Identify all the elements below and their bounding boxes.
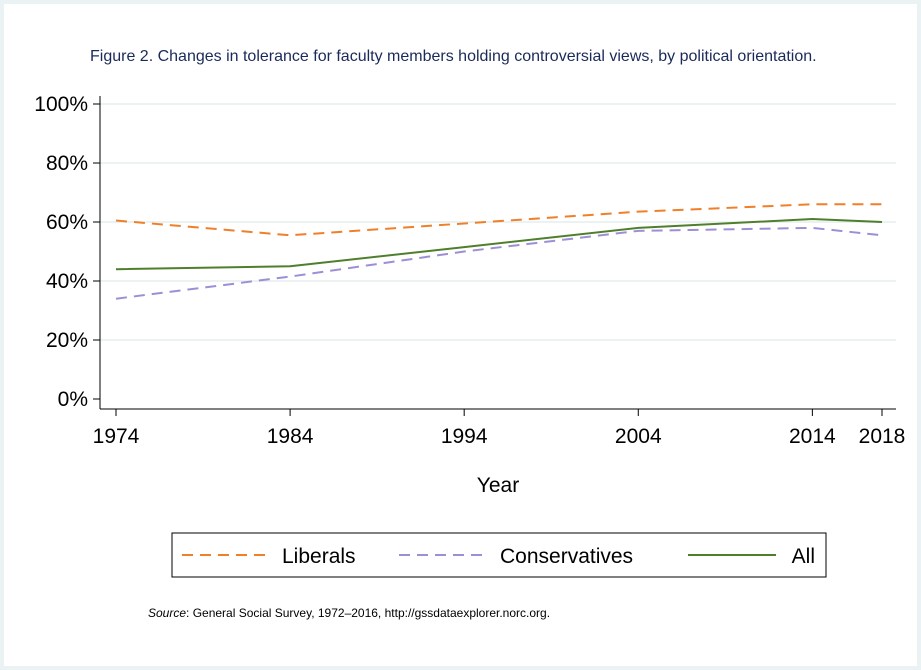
x-axis-title: Year <box>477 474 519 497</box>
y-tick-label-80: 80% <box>46 152 88 175</box>
y-tick-label-100: 100% <box>34 93 88 116</box>
source-text: : General Social Survey, 1972–2016, http… <box>186 606 551 620</box>
legend-label-all: All <box>792 545 815 568</box>
y-tick-label-20: 20% <box>46 329 88 352</box>
chart-title: Figure 2. Changes in tolerance for facul… <box>90 48 817 65</box>
series-line-conservatives <box>115 226 883 300</box>
x-axis-ticks: 1974 1984 1994 2004 2014 2018 <box>93 409 906 448</box>
series-line-all <box>115 218 883 271</box>
axes <box>99 96 896 410</box>
x-tick-label-2004: 2004 <box>615 425 662 448</box>
y-tick-label-40: 40% <box>46 270 88 293</box>
source-label: Source <box>148 606 187 620</box>
x-tick-label-2014: 2014 <box>789 425 836 448</box>
series-line-liberals <box>115 203 882 237</box>
x-tick-label-2018: 2018 <box>859 425 906 448</box>
source-note: Source: General Social Survey, 1972–2016… <box>148 606 550 620</box>
legend-label-conservatives: Conservatives <box>500 545 633 568</box>
x-tick-label-1984: 1984 <box>267 425 314 448</box>
series-lines <box>115 203 883 300</box>
legend: Liberals Conservatives All <box>171 532 827 578</box>
x-tick-label-1974: 1974 <box>93 425 140 448</box>
x-tick-label-1994: 1994 <box>441 425 488 448</box>
y-tick-label-0: 0% <box>58 388 88 411</box>
y-axis-ticks: 0% 20% 40% 60% 80% 100% <box>34 93 100 411</box>
legend-label-liberals: Liberals <box>282 545 356 568</box>
y-tick-label-60: 60% <box>46 211 88 234</box>
